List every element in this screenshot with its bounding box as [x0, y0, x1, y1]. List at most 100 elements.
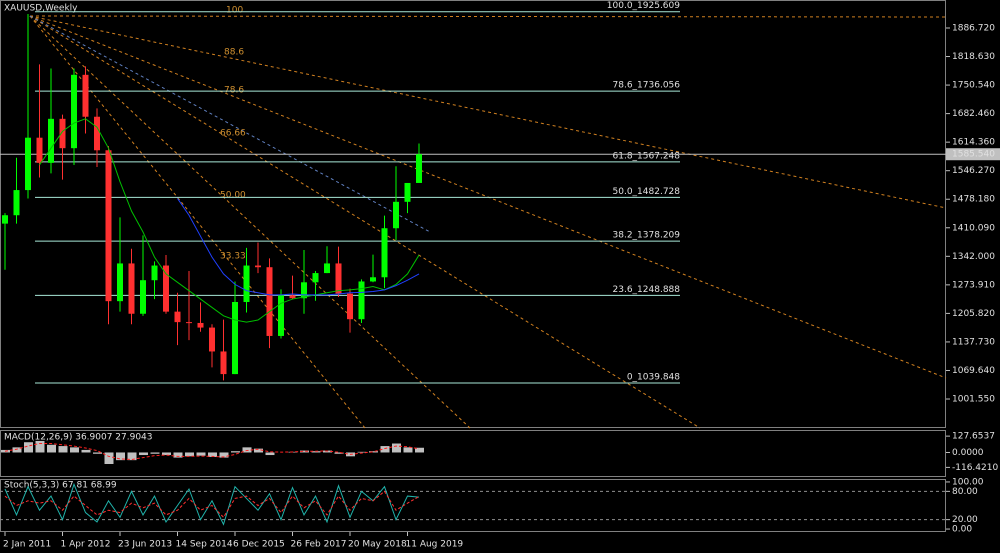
macd-bar [185, 452, 194, 457]
macd-bar [162, 452, 171, 456]
fib-level-label: 100.0_1925.609 [607, 1, 680, 11]
candle-body [243, 265, 250, 303]
y-tick-label: 1682.460 [952, 109, 995, 119]
y-tick-label: -116.4210 [952, 463, 998, 473]
stoch-panel [0, 479, 946, 532]
fib-level-label: 50.0_1482.728 [613, 187, 681, 197]
macd-bar [116, 452, 125, 461]
fan-label: 88.6 [224, 48, 244, 58]
main-panel [0, 0, 946, 428]
candle-body [25, 137, 31, 191]
fib-level-label: 61.8_1567.248 [613, 151, 681, 161]
macd-bar [139, 452, 148, 456]
macd-bar [47, 444, 56, 453]
candle-body [174, 311, 181, 323]
macd-bar [35, 440, 45, 453]
fan-line [29, 15, 701, 429]
y-tick-label: 1478.180 [952, 195, 995, 205]
macd-bar [300, 450, 309, 453]
candle-body [197, 322, 204, 328]
candle-body [335, 263, 342, 294]
candle-body [370, 277, 376, 282]
y-tick-label: 1614.360 [952, 138, 995, 148]
fib-fan: 100 88.6 78.6 66.66 50.00 33.33 [29, 6, 947, 429]
moving-average [177, 198, 420, 296]
y-tick-label: 1886.720 [952, 23, 995, 33]
y-tick-label: 1342.000 [952, 252, 995, 262]
y-tick-label: 1818.630 [952, 52, 995, 62]
candle-body [232, 302, 238, 375]
candle-body [117, 263, 123, 302]
candle-body [82, 74, 89, 117]
fib-level-label: 38.2_1378.209 [613, 231, 681, 241]
candle-body [278, 295, 284, 336]
candle-body [404, 182, 411, 202]
macd-bar [70, 447, 79, 453]
candle-body [151, 265, 158, 281]
macd-bar [58, 446, 68, 453]
macd-bar [242, 447, 252, 453]
x-tick-label: 1 Apr 2012 [61, 540, 111, 550]
fan-line [29, 15, 366, 429]
macd-bar [231, 451, 240, 453]
fan-label: 33.33 [220, 252, 246, 262]
x-tick-label: 20 May 2018 [348, 540, 407, 550]
moving-average [39, 118, 420, 323]
x-tick-label: 6 Dec 2015 [233, 540, 285, 550]
y-tick-label: 1001.550 [952, 395, 995, 405]
fan-label: 50.00 [220, 191, 246, 201]
candle-body [128, 263, 135, 314]
macd-bar [24, 442, 33, 453]
fan-line [29, 15, 471, 429]
y-tick-label: 80.00 [952, 487, 978, 497]
macd-bar [380, 446, 390, 453]
candle-body [105, 150, 112, 302]
chart-title: XAUUSD,Weekly [4, 4, 78, 14]
last-price-label: 1585.540 [952, 150, 995, 160]
x-tick-label: 11 Aug 2019 [406, 540, 464, 550]
candle-body [255, 265, 261, 268]
candle-body [2, 215, 8, 224]
candle-body [186, 322, 192, 324]
candle-body [381, 228, 388, 278]
macd-bar [81, 449, 91, 453]
macd-bar [415, 447, 424, 453]
candle-body [59, 118, 66, 149]
y-tick-label: 0.0000 [952, 448, 984, 458]
fan-line [29, 15, 947, 209]
candle-body [209, 327, 215, 352]
macd-bar [12, 447, 22, 453]
macd-signal [4, 443, 420, 461]
fan-label: 66.66 [220, 129, 246, 139]
candle-body [13, 190, 20, 216]
y-tick-label: 1546.270 [952, 166, 995, 176]
stoch-title: Stoch(5,3,3) 67.81 68.99 [4, 481, 117, 491]
stoch-main [4, 482, 420, 526]
y-tick-label: 1205.820 [952, 309, 995, 319]
candle-body [289, 295, 296, 299]
macd-panel [0, 430, 946, 477]
stoch-signal [4, 490, 420, 519]
candle-body [140, 280, 146, 314]
candle-body [266, 267, 273, 336]
macd-bar [254, 448, 263, 453]
fib-level-label: 0_1039.848 [627, 372, 680, 382]
candle-body [36, 137, 43, 163]
candle-body [347, 293, 353, 320]
candle-body [312, 273, 319, 283]
y-tick-label: 1137.730 [952, 337, 995, 347]
candle-body [163, 265, 169, 312]
y-tick-label: 100.00 [952, 477, 984, 487]
fan-line [29, 15, 431, 233]
macd-bar [403, 447, 413, 453]
candle-body [48, 118, 54, 163]
y-tick-label: 1069.640 [952, 366, 995, 376]
x-tick-label: 14 Sep 2014 [176, 540, 233, 550]
candle-body [71, 74, 77, 149]
x-tick-label: 23 Jun 2013 [118, 540, 172, 550]
y-tick-label: 1273.910 [952, 280, 995, 290]
macd-bar [196, 452, 206, 456]
macd-bar [127, 452, 137, 461]
